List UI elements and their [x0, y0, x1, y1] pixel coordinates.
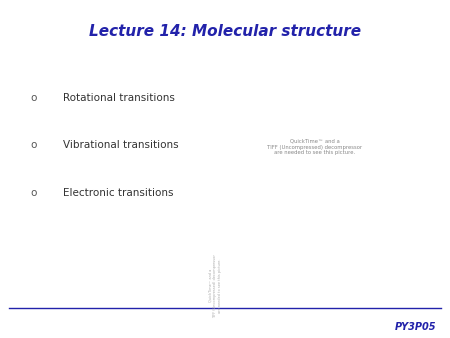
- Text: QuickTime™ and a
TIFF (Uncompressed) decompressor
are needed to see this picture: QuickTime™ and a TIFF (Uncompressed) dec…: [208, 254, 222, 317]
- Text: Lecture 14: Molecular structure: Lecture 14: Molecular structure: [89, 24, 361, 39]
- Text: Vibrational transitions: Vibrational transitions: [63, 140, 179, 150]
- Text: o: o: [31, 140, 37, 150]
- Text: PY3P05: PY3P05: [395, 322, 436, 332]
- Text: Rotational transitions: Rotational transitions: [63, 93, 175, 103]
- Text: Electronic transitions: Electronic transitions: [63, 188, 174, 198]
- Text: QuickTime™ and a
TIFF (Uncompressed) decompressor
are needed to see this picture: QuickTime™ and a TIFF (Uncompressed) dec…: [267, 139, 363, 155]
- Text: o: o: [31, 188, 37, 198]
- Text: o: o: [31, 93, 37, 103]
